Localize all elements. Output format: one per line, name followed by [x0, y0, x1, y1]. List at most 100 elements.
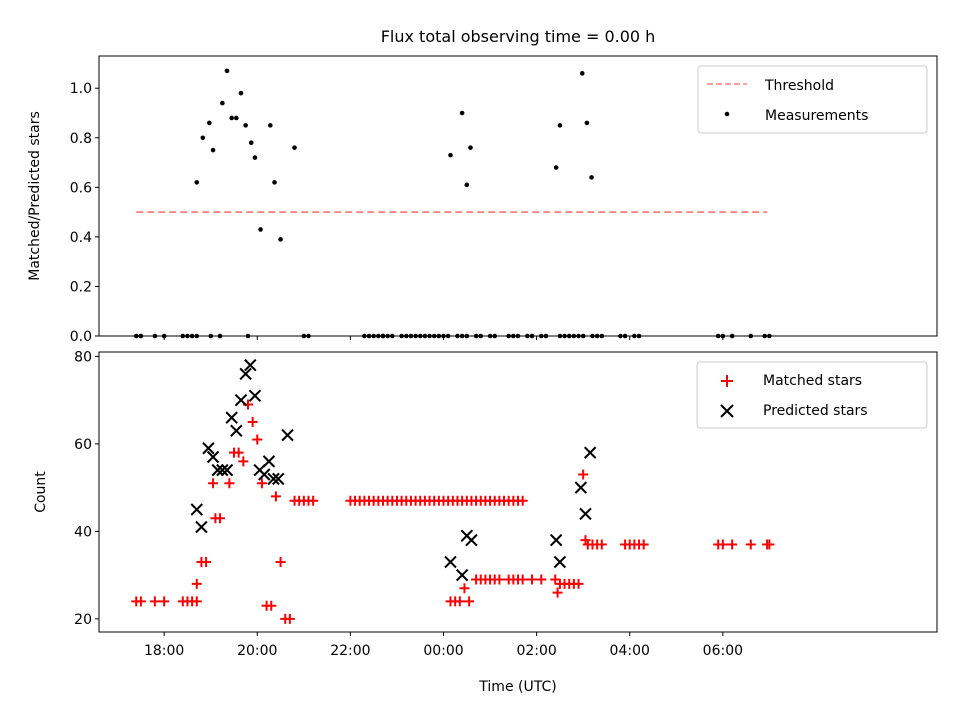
matched-star-marker — [275, 557, 286, 567]
measurement-point — [268, 123, 273, 128]
measurement-point — [468, 145, 473, 150]
top-x-ticks — [163, 336, 724, 340]
measurement-point — [224, 68, 230, 74]
measurement-point — [200, 135, 206, 141]
top-y-ticks: 0.0 0.2 0.4 0.6 0.8 1.0 — [70, 81, 99, 345]
bottom-y-tick-label: 60 — [74, 437, 92, 453]
matched-star-marker — [256, 478, 267, 489]
matched-star-marker — [135, 596, 146, 607]
bottom-x-tick-label: 02:00 — [516, 643, 556, 659]
bottom-x-tick-label: 18:00 — [144, 643, 184, 659]
measurement-point — [252, 155, 258, 160]
predicted-star-marker — [444, 555, 457, 569]
matched-star-marker — [526, 574, 537, 585]
predicted-star-marker — [465, 533, 478, 547]
matched-star-marker — [284, 613, 295, 624]
top-y-axis-label: Matched/Predicted stars — [27, 111, 43, 281]
matched-star-marker — [638, 539, 649, 550]
top-y-tick-label: 0.0 — [70, 329, 92, 345]
predicted-star-marker — [234, 393, 248, 407]
matched-star-marker — [745, 539, 756, 550]
top-plot-frame — [98, 55, 938, 337]
top-plot: 0.0 0.2 0.4 0.6 0.8 1.0 Matched/Predicted sta… — [27, 55, 938, 345]
matched-star-marker — [596, 539, 607, 550]
bottom-x-tick-label: 00:00 — [423, 643, 463, 659]
matched-star-marker — [764, 539, 775, 550]
measurement-point — [553, 165, 559, 170]
bottom-plot-frame — [98, 351, 938, 633]
bottom-y-tick-label: 20 — [74, 612, 92, 628]
top-legend: Threshold Measurements — [697, 65, 928, 134]
predicted-star-marker — [258, 468, 271, 481]
legend-matched-label: Matched stars — [763, 373, 862, 389]
matched-star-marker — [552, 587, 563, 598]
matched-star-marker — [201, 557, 212, 567]
matched-star-marker — [233, 447, 244, 458]
matched-star-marker — [224, 478, 235, 489]
bottom-x-tick-label: 22:00 — [330, 643, 370, 659]
measurement-point — [272, 180, 277, 185]
predicted-star-marker — [202, 442, 215, 455]
predicted-star-marker — [281, 428, 294, 442]
matched-star-marker — [454, 596, 465, 607]
top-y-tick-label: 0.2 — [70, 279, 92, 295]
matched-star-marker — [494, 574, 505, 585]
matched-star-marker — [536, 574, 547, 585]
bottom-y-tick-label: 40 — [74, 524, 92, 540]
matched-star-marker — [464, 596, 475, 607]
matched-star-marker — [191, 578, 202, 589]
matched-star-marker — [580, 535, 591, 546]
top-legend-box — [697, 65, 928, 134]
matched-star-marker — [252, 434, 263, 445]
bottom-x-axis-label: Time (UTC) — [478, 679, 556, 695]
predicted-star-marker — [262, 455, 276, 468]
bottom-y-axis-label: Count — [33, 471, 49, 513]
predicted-star-marker — [272, 472, 285, 486]
measurement-point — [448, 152, 453, 158]
measurement-point — [220, 100, 225, 106]
top-y-tick-label: 0.8 — [70, 131, 92, 147]
matched-star-marker — [208, 478, 219, 489]
predicted-star-marker — [225, 411, 238, 424]
measurement-point — [210, 147, 216, 153]
predicted-star-marker — [244, 358, 257, 372]
measurement-point — [194, 180, 200, 185]
predicted-star-marker — [579, 507, 592, 521]
predicted-star-marker — [190, 503, 203, 516]
measurement-point — [278, 237, 283, 242]
bottom-plot: 20 40 60 80 18:00 20:00 22:00 00:00 02:00 04:00 0… — [33, 349, 938, 695]
bottom-y-tick-label: 80 — [74, 349, 92, 365]
predicted-star-marker — [211, 463, 224, 477]
predicted-star-marker — [455, 568, 469, 582]
predicted-star-marker — [230, 424, 243, 437]
predicted-star-marker — [220, 463, 234, 477]
top-chart-title: Flux total observing time = 0.00 h — [381, 27, 656, 46]
measurement-point — [234, 115, 239, 121]
legend-measurements-label: Measurements — [765, 108, 868, 124]
predicted-star-marker — [239, 367, 252, 381]
legend-matched-swatch — [721, 375, 733, 387]
measurement-point — [243, 123, 248, 128]
measurement-point — [258, 227, 263, 232]
matched-star-marker — [717, 539, 728, 550]
matched-star-marker — [517, 574, 528, 585]
measurement-point — [248, 140, 254, 146]
predicted-star-marker — [553, 555, 567, 569]
bottom-y-ticks: 20 40 60 80 — [74, 349, 99, 628]
legend-threshold-label: Threshold — [764, 78, 834, 94]
matched-star-marker — [191, 596, 202, 607]
predicted-star-marker — [267, 472, 280, 486]
matched-star-marker — [270, 491, 281, 502]
measurement-point — [459, 110, 465, 116]
measurement-point — [238, 90, 244, 96]
measurement-point — [207, 120, 212, 126]
bottom-x-ticks: 18:00 20:00 22:00 00:00 02:00 04:00 06:00 — [144, 632, 743, 659]
matched-star-marker — [266, 600, 277, 611]
top-y-tick-label: 1.0 — [70, 81, 92, 97]
measurement-point — [584, 120, 590, 126]
bottom-legend-box — [696, 361, 928, 429]
legend-measurements-swatch — [724, 111, 730, 117]
matched-star-marker — [573, 578, 584, 589]
matched-star-marker — [459, 583, 470, 594]
